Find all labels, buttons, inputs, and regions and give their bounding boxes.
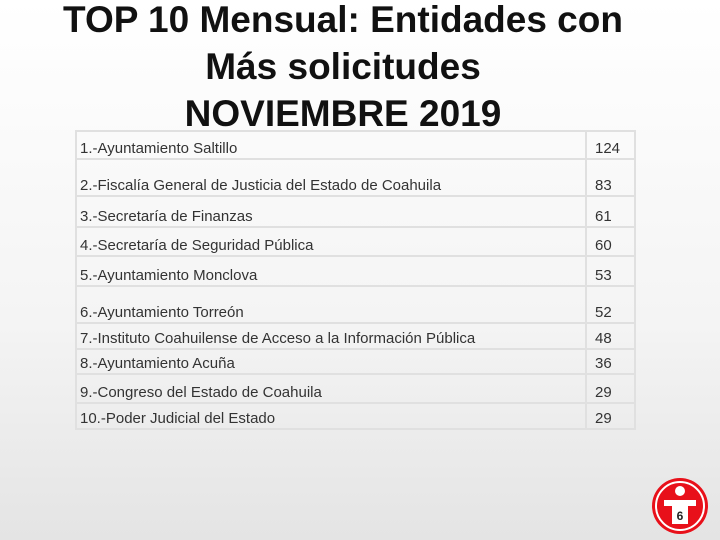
entity-cell: 9.-Congreso del Estado de Coahuila (75, 373, 587, 404)
entity-cell: 4.-Secretaría de Seguridad Pública (75, 226, 587, 257)
value-cell: 52 (585, 285, 636, 324)
entity-cell: 8.-Ayuntamiento Acuña (75, 348, 587, 375)
value-cell: 83 (585, 158, 636, 197)
value-cell: 61 (585, 195, 636, 228)
table-row: 3.-Secretaría de Finanzas 61 (75, 195, 636, 228)
table-row: 5.-Ayuntamiento Monclova 53 (75, 255, 636, 287)
entity-cell: 3.-Secretaría de Finanzas (75, 195, 587, 228)
logo-head (675, 486, 685, 496)
value-cell: 36 (585, 348, 636, 375)
table-row: 2.-Fiscalía General de Justicia del Esta… (75, 158, 636, 197)
value-cell: 60 (585, 226, 636, 257)
entity-cell: 10.-Poder Judicial del Estado (75, 402, 587, 430)
entity-cell: 1.-Ayuntamiento Saltillo (75, 130, 587, 160)
entity-cell: 5.-Ayuntamiento Monclova (75, 255, 587, 287)
entity-cell: 7.-Instituto Coahuilense de Acceso a la … (75, 322, 587, 350)
logo: 6 (652, 478, 708, 534)
table: 1.-Ayuntamiento Saltillo 124 2.-Fiscalía G… (75, 130, 636, 430)
title: TOP 10 Mensual: Entidades con Más solici… (0, 0, 686, 137)
logo-ring (655, 481, 705, 531)
table-row: 1.-Ayuntamiento Saltillo 124 (75, 130, 636, 160)
page-number: 6 (677, 509, 684, 523)
logo-body (664, 500, 696, 524)
value-cell: 29 (585, 402, 636, 430)
value-cell: 48 (585, 322, 636, 350)
table-row: 9.-Congreso del Estado de Coahuila 29 (75, 373, 636, 404)
entity-cell: 6.-Ayuntamiento Torreón (75, 285, 587, 324)
table-row: 8.-Ayuntamiento Acuña 36 (75, 348, 636, 375)
entity-cell: 2.-Fiscalía General de Justicia del Esta… (75, 158, 587, 197)
table-row: 10.-Poder Judicial del Estado 29 (75, 402, 636, 430)
table-row: 6.-Ayuntamiento Torreón 52 (75, 285, 636, 324)
value-cell: 29 (585, 373, 636, 404)
title-line: TOP 10 Mensual: Entidades con (63, 0, 623, 40)
value-cell: 124 (585, 130, 636, 160)
table-row: 7.-Instituto Coahuilense de Acceso a la … (75, 322, 636, 350)
title-line: Más solicitudes (205, 46, 481, 87)
title-line: NOVIEMBRE 2019 (184, 93, 502, 134)
table-row: 4.-Secretaría de Seguridad Pública 60 (75, 226, 636, 257)
value-cell: 53 (585, 255, 636, 287)
